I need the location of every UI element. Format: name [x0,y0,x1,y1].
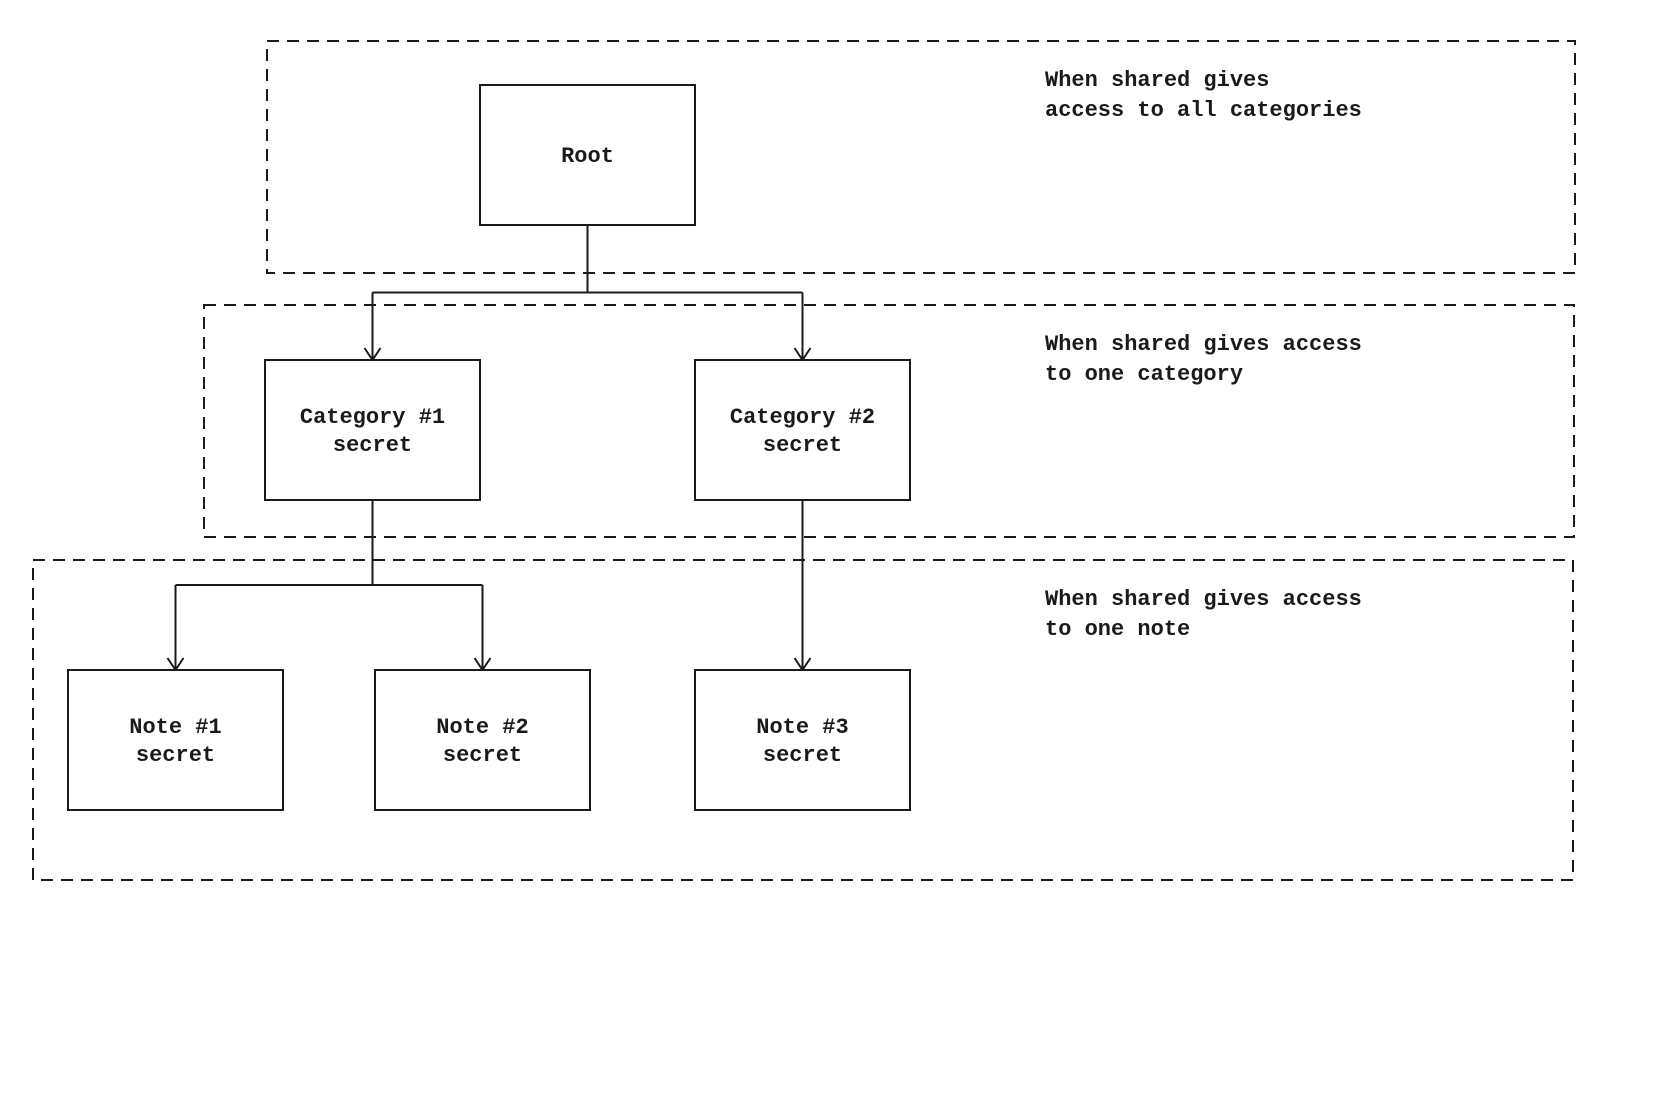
node-label-root: Root [561,144,614,169]
node-note2 [375,670,590,810]
group-label-g-cats: When shared gives accessto one category [1045,332,1362,387]
tree-diagram: When shared givesaccess to all categorie… [0,0,1664,1098]
edge-cat1 [176,500,483,670]
node-note1 [68,670,283,810]
group-g-root [267,41,1575,273]
edge-root [373,225,803,360]
node-note3 [695,670,910,810]
group-label-g-notes: When shared gives accessto one note [1045,587,1362,642]
node-cat2 [695,360,910,500]
node-cat1 [265,360,480,500]
group-label-g-root: When shared givesaccess to all categorie… [1045,68,1362,123]
